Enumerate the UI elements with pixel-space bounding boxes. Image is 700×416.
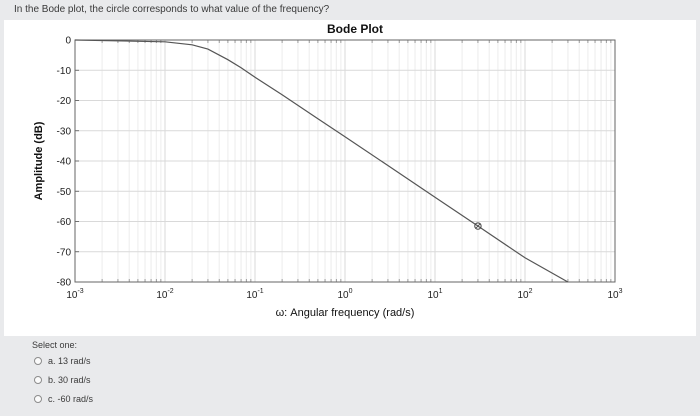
magnitude-line [74, 39, 569, 283]
x-tick-label: 10-2 [156, 288, 173, 301]
question-text: In the Bode plot, the circle corresponds… [14, 4, 330, 15]
x-tick-label: 102 [517, 288, 532, 301]
radio-button[interactable] [34, 376, 42, 384]
x-tick-label: 10-3 [66, 288, 83, 301]
answer-option-b[interactable]: b. 30 rad/s [34, 375, 91, 385]
radio-button[interactable] [34, 357, 42, 365]
answer-option-label: a. 13 rad/s [48, 356, 91, 366]
y-tick-label: -50 [57, 187, 72, 198]
bode-plot-chart: 10-3 10-2 10-1 100 101 102 103 0 -10 -20 -30 -40 -50… [33, 22, 623, 319]
answer-option-c[interactable]: c. -60 rad/s [34, 394, 93, 404]
y-axis-label: Amplitude (dB) [33, 121, 45, 200]
answer-option-label: b. 30 rad/s [48, 375, 91, 385]
y-tick-label: -30 [57, 126, 72, 137]
y-tick-label: -70 [57, 247, 72, 258]
answer-option-label: c. -60 rad/s [48, 394, 94, 404]
x-tick-label: 101 [427, 288, 442, 301]
radio-button[interactable] [34, 395, 42, 403]
y-tick-label: -10 [57, 66, 72, 77]
bode-plot-panel: 10-3 10-2 10-1 100 101 102 103 0 -10 -20 -30 -40 -50… [4, 20, 696, 336]
chart-title: Bode Plot [327, 22, 383, 36]
select-one-label: Select one: [32, 340, 78, 350]
y-tick-label: -20 [57, 96, 72, 107]
y-tick-label: -60 [57, 217, 72, 228]
x-tick-label: 100 [337, 288, 352, 301]
x-axis-label: ω: Angular frequency (rad/s) [276, 307, 415, 319]
y-tick-label: 0 [65, 36, 71, 47]
y-tick-label: -80 [57, 278, 72, 289]
x-tick-label: 103 [607, 288, 622, 301]
answer-option-a[interactable]: a. 13 rad/s [34, 356, 91, 366]
axes-frame [74, 39, 616, 283]
x-tick-label: 10-1 [246, 288, 263, 301]
marker-cross [475, 223, 481, 229]
circle-marker [474, 222, 482, 230]
y-tick-label: -40 [57, 157, 72, 168]
